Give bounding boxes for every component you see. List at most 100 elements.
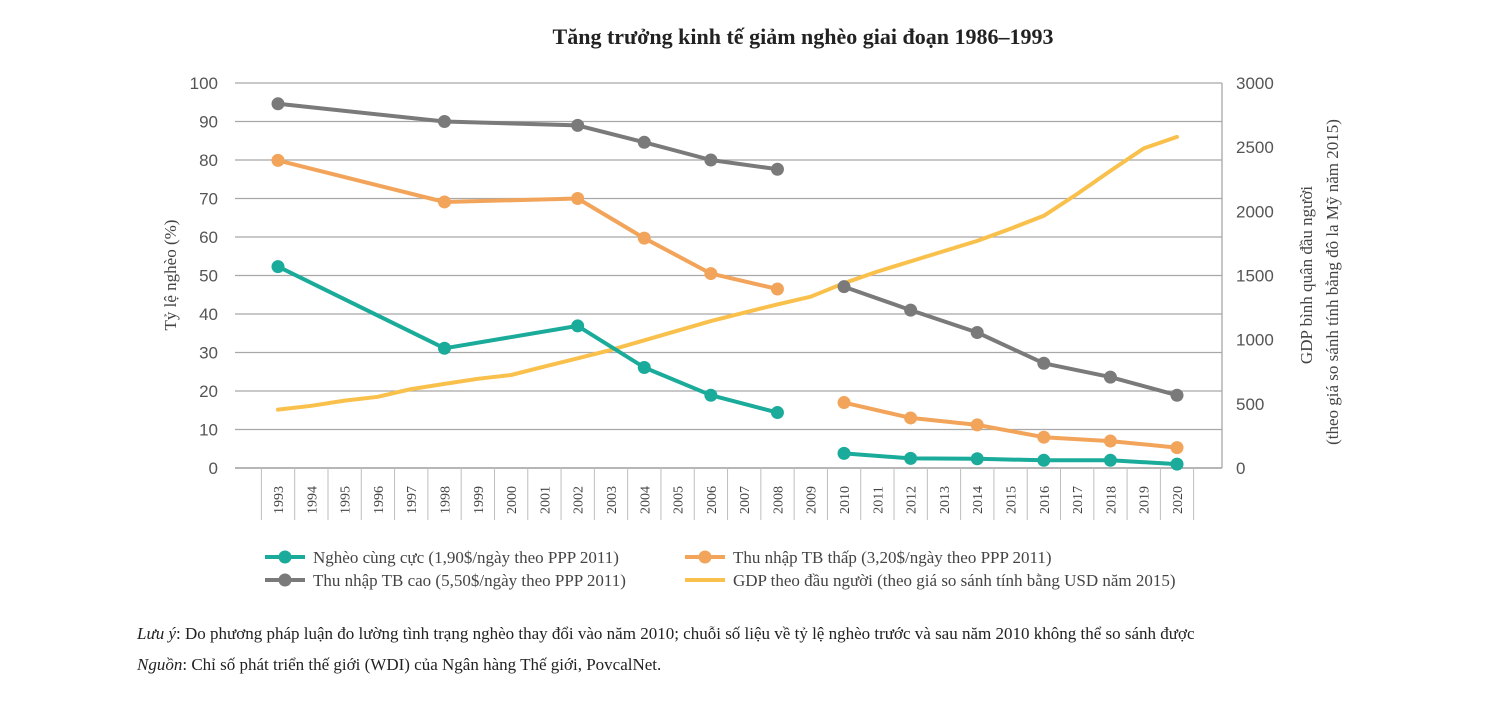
- data-point: [1170, 388, 1184, 402]
- x-tick-label: 1993: [272, 486, 287, 514]
- note-text: : Do phương pháp luận đo lường tình trạn…: [176, 624, 1195, 643]
- chart-title: Tăng trưởng kinh tế giảm nghèo giai đoạn…: [553, 24, 1054, 49]
- data-point: [1170, 457, 1184, 471]
- data-point: [770, 162, 784, 176]
- x-tick-label: 2019: [1138, 486, 1153, 514]
- data-point: [1037, 453, 1051, 467]
- data-point: [437, 195, 451, 209]
- x-tick-label: 2000: [505, 486, 520, 514]
- x-tick-label: 2003: [605, 486, 620, 514]
- x-tick-label: 1997: [405, 486, 420, 514]
- x-tick-label: 2002: [572, 486, 587, 514]
- data-point: [1103, 370, 1117, 384]
- data-point: [271, 153, 285, 167]
- y-tick-label-left: 10: [199, 421, 218, 440]
- data-point: [904, 411, 918, 425]
- x-tick-label: 2009: [805, 486, 820, 514]
- series-1: [271, 153, 1184, 455]
- x-tick-label: 2011: [871, 486, 886, 513]
- data-point: [571, 118, 585, 132]
- x-tick-label: 1998: [438, 486, 453, 514]
- data-point: [904, 303, 918, 317]
- y-tick-label-left: 20: [199, 382, 218, 401]
- legend-swatch-marker: [278, 573, 292, 587]
- series-line: [842, 451, 1179, 467]
- data-point: [970, 452, 984, 466]
- series-2: [271, 97, 1184, 402]
- legend-label: Nghèo cùng cực (1,90$/ngày theo PPP 2011…: [313, 548, 619, 567]
- note-label: Lưu ý: [137, 624, 177, 643]
- y-tick-label-left: 70: [199, 190, 218, 209]
- x-tick-label: 2007: [738, 486, 753, 514]
- x-tick-label: 2010: [838, 486, 853, 514]
- x-tick-label: 1999: [472, 486, 487, 514]
- y-tick-label-right: 1500: [1236, 267, 1274, 286]
- series-0: [271, 260, 1184, 471]
- y-tick-label-right: 500: [1236, 395, 1264, 414]
- y-tick-label-right: 2000: [1236, 202, 1274, 221]
- y-tick-label-left: 50: [199, 267, 218, 286]
- x-tick-label: 2012: [905, 486, 920, 514]
- y-tick-label-left: 80: [199, 151, 218, 170]
- y-tick-label-left: 60: [199, 228, 218, 247]
- series-line: [842, 400, 1179, 450]
- x-tick-label: 2016: [1038, 486, 1053, 514]
- y-tick-label-right: 3000: [1236, 74, 1274, 93]
- y-tick-label-left: 30: [199, 344, 218, 363]
- x-tick-label: 1995: [339, 486, 354, 514]
- right-axis-title: GDP bình quân đầu người: [1297, 186, 1316, 364]
- x-tick-label: 2008: [771, 486, 786, 514]
- data-point: [837, 446, 851, 460]
- x-tick-label: 2020: [1171, 486, 1186, 514]
- data-point: [571, 319, 585, 333]
- y-tick-label-right: 0: [1236, 459, 1245, 478]
- x-tick-label: 1994: [305, 486, 320, 514]
- legend-swatch-marker: [698, 550, 712, 564]
- data-point: [1103, 434, 1117, 448]
- data-point: [904, 451, 918, 465]
- series-line: [276, 264, 780, 415]
- data-point: [637, 231, 651, 245]
- data-point: [837, 396, 851, 410]
- data-point: [704, 388, 718, 402]
- x-tick-label: 2018: [1104, 486, 1119, 514]
- footnote-note: Lưu ý: Do phương pháp luận đo lường tình…: [137, 624, 1195, 644]
- legend: Nghèo cùng cực (1,90$/ngày theo PPP 2011…: [265, 548, 1176, 590]
- right-axis-ticks: 0 500 1000 1500 2000 2500 3000: [1236, 74, 1274, 478]
- data-point: [1170, 441, 1184, 455]
- y-tick-label-right: 1000: [1236, 331, 1274, 350]
- data-point: [1037, 356, 1051, 370]
- series-line: [276, 134, 1179, 412]
- series-line: [276, 101, 780, 172]
- data-point: [770, 406, 784, 420]
- y-tick-label-left: 100: [190, 74, 218, 93]
- x-tick-label: 2005: [672, 486, 687, 514]
- data-point: [704, 267, 718, 281]
- footnote-source: Nguồn: Chỉ số phát triển thế giới (WDI) …: [137, 655, 661, 675]
- data-point: [637, 361, 651, 375]
- left-axis-ticks: 0 10 20 30 40 50 60 70 80 90 100: [190, 74, 218, 478]
- series-layer: [271, 97, 1184, 471]
- series-line: [276, 158, 780, 291]
- data-point: [1037, 430, 1051, 444]
- x-tick-label: 2017: [1071, 486, 1086, 514]
- legend-swatch-marker: [278, 550, 292, 564]
- x-tick-label: 1996: [372, 486, 387, 514]
- legend-label: Thu nhập TB thấp (3,20$/ngày theo PPP 20…: [733, 548, 1052, 567]
- x-tick-label: 2004: [638, 486, 653, 514]
- y-tick-label-left: 0: [209, 459, 218, 478]
- series-line: [842, 284, 1179, 398]
- x-tick-label: 2006: [705, 486, 720, 514]
- data-point: [970, 418, 984, 432]
- y-tick-label-left: 90: [199, 113, 218, 132]
- right-axis-subtitle: (theo giá so sánh tính bằng đô la Mỹ năm…: [1323, 119, 1342, 445]
- series-3: [276, 134, 1179, 412]
- x-tick-label: 2013: [938, 486, 953, 514]
- data-point: [437, 115, 451, 128]
- legend-label: GDP theo đầu người (theo giá so sánh tín…: [733, 571, 1176, 590]
- data-point: [571, 192, 585, 205]
- data-point: [704, 153, 718, 167]
- data-point: [271, 260, 285, 274]
- data-point: [1103, 453, 1117, 467]
